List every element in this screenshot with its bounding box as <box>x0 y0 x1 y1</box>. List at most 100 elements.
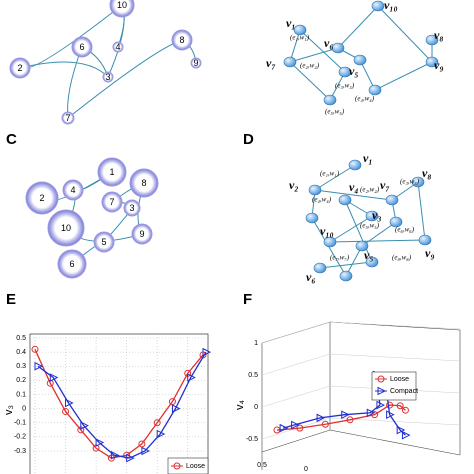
y-tick-label: -0.3 <box>14 448 26 455</box>
data-point <box>138 440 146 448</box>
node <box>109 0 135 18</box>
legend-label: Loose <box>390 376 409 383</box>
edge-label: (e₅,w₅) <box>325 108 345 116</box>
edge-label: (e₅,w₅) <box>360 222 380 230</box>
data-point <box>141 446 151 456</box>
node-label: 6 <box>79 42 84 52</box>
node <box>129 168 159 198</box>
grid-line <box>261 321 461 344</box>
node-label: v₄ <box>349 180 359 194</box>
node-label: v₆ <box>324 36 334 50</box>
data-point <box>321 420 329 428</box>
node <box>331 42 345 54</box>
data-point <box>401 406 409 414</box>
legend-label: Compact <box>390 388 418 395</box>
node <box>323 94 337 106</box>
node-label: v₂ <box>289 178 299 192</box>
node-label: v₇ <box>266 56 276 70</box>
y-tick-label: 0.3 <box>16 363 26 370</box>
line <box>37 351 207 459</box>
node <box>339 270 353 282</box>
edge <box>314 189 393 201</box>
edge <box>67 46 83 119</box>
series <box>279 370 411 440</box>
node-label: 4 <box>70 185 75 195</box>
data-point <box>126 453 135 463</box>
node-label: 10 <box>61 223 71 233</box>
edge <box>377 5 433 63</box>
legend-label: Loose <box>186 463 205 470</box>
node <box>323 236 337 248</box>
data-point <box>156 429 166 439</box>
edge <box>314 164 356 191</box>
grid-line <box>261 385 461 408</box>
node <box>425 56 439 68</box>
data-point <box>65 398 74 408</box>
node <box>365 256 379 268</box>
node <box>418 234 432 246</box>
node <box>355 240 369 252</box>
edge <box>361 221 397 247</box>
node-label: v₁₀ <box>384 0 398 12</box>
data-point <box>396 402 404 410</box>
data-point <box>187 373 196 382</box>
node <box>313 262 327 274</box>
node <box>123 199 141 217</box>
data-point <box>80 421 89 430</box>
node <box>171 29 193 51</box>
node <box>305 212 319 224</box>
node <box>371 0 385 12</box>
edge <box>329 239 426 243</box>
node-label: 10 <box>117 0 127 10</box>
node <box>368 84 382 96</box>
edge <box>329 215 373 243</box>
data-point <box>49 373 59 382</box>
node <box>365 210 379 222</box>
node <box>93 231 115 253</box>
panel-label: F <box>243 291 252 308</box>
node-label: 8 <box>179 35 184 45</box>
node <box>131 223 153 245</box>
data-point <box>291 420 300 430</box>
node-label: v₇ <box>380 178 390 192</box>
edge <box>299 29 346 73</box>
data-point <box>95 438 105 447</box>
node <box>425 34 439 46</box>
edge-label: (e₄,w₄) <box>355 95 375 103</box>
x-tick-label: 0.5 <box>257 462 267 469</box>
node-label: 3 <box>105 72 110 82</box>
node <box>62 179 84 201</box>
y-tick-label: 0.5 <box>248 372 258 379</box>
series <box>273 401 409 434</box>
node-label: v₁ <box>363 151 373 165</box>
node-label: v₃ <box>372 208 382 222</box>
edge <box>19 4 123 70</box>
edge <box>374 61 433 91</box>
node <box>61 111 75 125</box>
data-point <box>34 361 44 371</box>
edge-label: (e₁,w₁) <box>290 34 310 42</box>
node-label: v₅ <box>364 248 374 262</box>
node-label: v₉ <box>434 58 444 72</box>
edge-label: (e₁,w₁) <box>320 170 340 178</box>
node <box>389 216 403 228</box>
edge <box>337 5 379 49</box>
node <box>102 71 114 83</box>
node <box>9 57 31 79</box>
y-tick-label: -0.1 <box>14 420 26 427</box>
y-tick-label: 1 <box>254 340 258 347</box>
node-label: v₈ <box>434 28 444 42</box>
data-point <box>341 410 350 419</box>
node <box>112 41 124 53</box>
data-point <box>396 425 406 435</box>
node <box>308 184 322 196</box>
x-tick-label: 0 <box>304 466 308 473</box>
edge <box>345 245 363 277</box>
edge <box>359 59 376 91</box>
y-tick-label: 0 <box>22 405 26 412</box>
data-point <box>376 400 386 410</box>
data-point <box>386 410 395 419</box>
node-label: 5 <box>101 237 106 247</box>
node <box>348 159 362 171</box>
node-label: v₈ <box>422 166 432 180</box>
